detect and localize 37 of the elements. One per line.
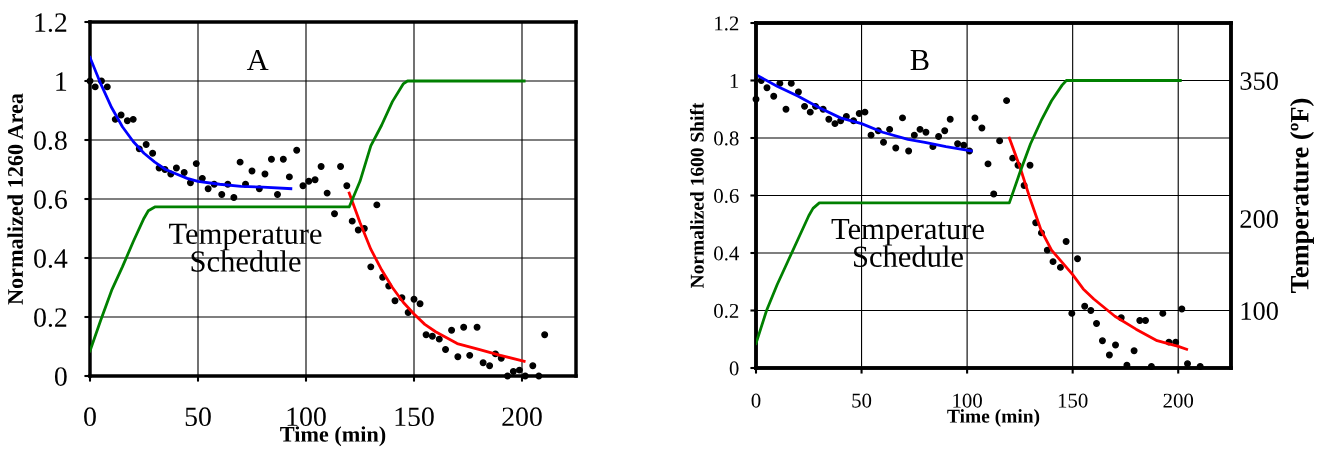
y-tick-label: 0.6 (34, 190, 67, 210)
x-tick-label: 0 (751, 393, 761, 408)
y-tick-label: 1.2 (715, 16, 739, 31)
line-series (756, 73, 973, 153)
y-tick-label: 0.4 (714, 246, 740, 261)
y-tick-label: 0 (54, 367, 67, 386)
line-series (1007, 136, 1189, 351)
y2-tick-label: 100 (1241, 302, 1278, 320)
y-tick-label: 0.6 (714, 188, 739, 204)
y-tick-label: 0.8 (34, 131, 67, 151)
y2-tick-label: 350 (1240, 72, 1278, 90)
y2-axis-title: Temperature (ºF) (1290, 98, 1314, 293)
line-series (347, 191, 526, 363)
x-axis-title: Time (min) (947, 409, 1040, 427)
y-tick-label: 1.2 (35, 13, 67, 33)
x-tick-label: 50 (852, 393, 872, 408)
y-tick-label: 0.4 (34, 249, 68, 269)
y-tick-label: 1 (730, 73, 739, 88)
annotation: A (246, 49, 269, 71)
y-tick-label: 0 (729, 361, 739, 376)
y-axis-title: Normalized 1600 Shift (689, 102, 704, 289)
x-tick-label: 200 (1163, 393, 1194, 408)
x-tick-label: 0 (84, 407, 96, 427)
x-tick-label: 50 (185, 407, 211, 427)
y-tick-label: 0.8 (714, 131, 739, 146)
x-tick-label: 100 (287, 407, 326, 427)
x-tick-label: 150 (1058, 393, 1088, 408)
y-tick-label: 1 (56, 72, 67, 91)
y-tick-label: 0.2 (714, 303, 739, 319)
y-axis-title: Normalized 1260 Area (7, 93, 23, 305)
x-tick-label: 150 (395, 407, 434, 427)
y2-tick-label: 200 (1240, 210, 1278, 228)
x-tick-label: 200 (502, 407, 542, 427)
y-tick-label: 0.2 (34, 308, 67, 328)
annotation: B (910, 50, 929, 71)
x-axis-title: Time (min) (280, 426, 386, 447)
x-tick-label: 100 (953, 393, 982, 408)
